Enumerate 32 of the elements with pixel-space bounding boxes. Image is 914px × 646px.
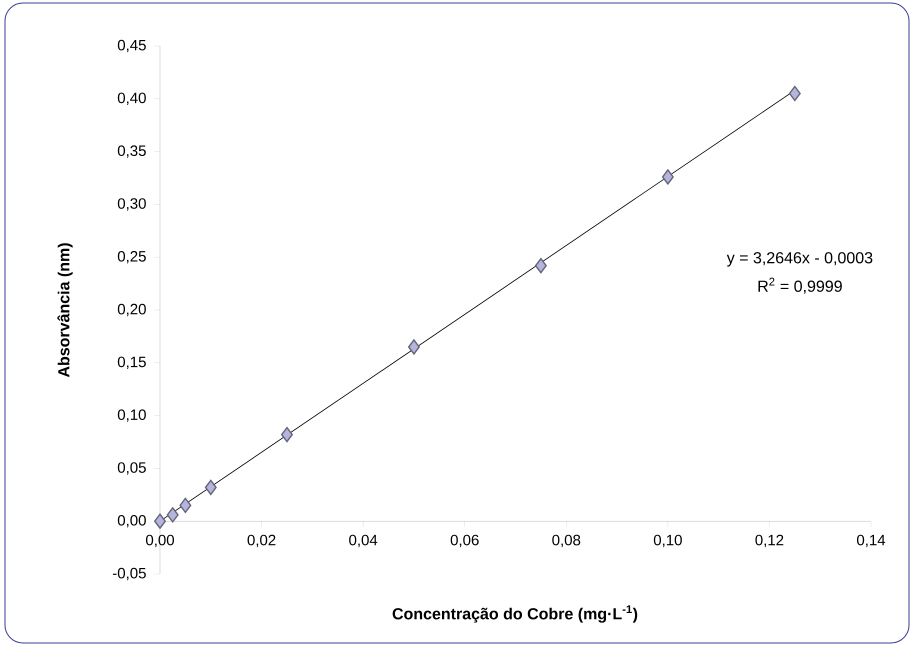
annotation: R$^{2}$ = 0,9999	[758, 278, 842, 294]
point	[179, 498, 192, 514]
x-tick-label: 0,00	[146, 534, 174, 548]
y-tick-label: 0,05	[118, 462, 146, 475]
y-tick-label: 0,30	[118, 198, 146, 211]
x-tick-label: 0,08	[552, 534, 580, 548]
x-tick-label: 0,04	[349, 534, 378, 548]
annotation: y = 3,2646x - 0,0003	[726, 252, 872, 267]
y-tick-label: 0,35	[118, 145, 146, 158]
y-tick-label: 0,15	[118, 356, 146, 369]
x-tick-label: 0,14	[856, 534, 886, 548]
point	[662, 169, 674, 185]
x-tick-label: 0,06	[450, 534, 479, 548]
x-tick-label: 0,02	[248, 534, 276, 548]
x-axis-title: Concentração do Cobre (mg·L$^{-1}$)	[392, 605, 638, 623]
y-tick-label: 0,40	[118, 92, 146, 105]
point	[166, 507, 179, 523]
point	[154, 514, 166, 529]
y-tick-label: 0,25	[118, 251, 146, 264]
y-tick-label: 0,00	[118, 515, 146, 528]
y-tick-label: 0,10	[118, 409, 146, 422]
point	[534, 258, 547, 274]
x-tick-label: 0,12	[755, 534, 784, 548]
point	[788, 86, 801, 102]
y-tick-label: 0,45	[118, 40, 146, 52]
point	[408, 339, 420, 355]
x-tick-label: 0,10	[654, 534, 682, 548]
point	[281, 426, 293, 442]
y-tick-label: -0,05	[112, 568, 146, 580]
y-axis-title: Absorvância (nm)	[57, 243, 73, 378]
point	[204, 480, 217, 496]
y-tick-label: 0,20	[118, 304, 146, 316]
